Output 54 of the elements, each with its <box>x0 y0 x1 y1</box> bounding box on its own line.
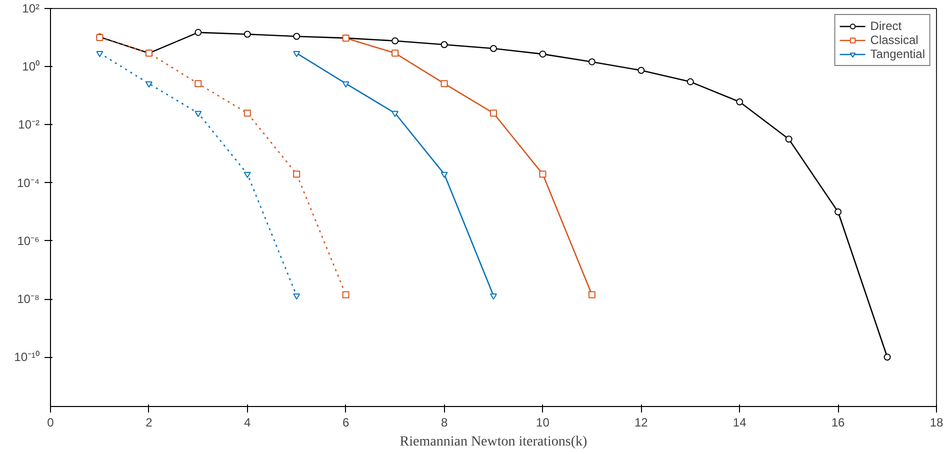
point <box>440 80 448 88</box>
point <box>392 50 399 57</box>
point <box>392 37 399 44</box>
legend-label: Classical <box>870 33 918 47</box>
point <box>244 30 251 38</box>
point <box>293 32 300 40</box>
point <box>440 172 448 178</box>
x-tick-label: 18 <box>930 416 944 430</box>
x-tick-label: 6 <box>342 416 350 430</box>
legend-label: Direct <box>870 19 902 33</box>
point <box>539 50 546 58</box>
point <box>342 291 350 298</box>
point <box>194 28 202 36</box>
x-tick-label: 14 <box>732 416 747 430</box>
x-tick-label: 8 <box>440 416 448 430</box>
point <box>293 170 300 178</box>
legend-label: Tangential <box>870 47 925 61</box>
point <box>490 45 497 52</box>
x-tick-label: 10 <box>536 416 550 430</box>
x-tick-label: 0 <box>47 416 54 430</box>
point <box>440 41 448 48</box>
point <box>638 66 645 74</box>
point <box>588 58 596 66</box>
point <box>834 208 842 216</box>
point <box>686 78 694 86</box>
point <box>539 170 546 178</box>
x-tick-label: 2 <box>146 416 153 430</box>
y-tick-label: 10⁰ <box>22 60 40 74</box>
y-tick-label: 10² <box>22 2 40 16</box>
point <box>588 291 596 298</box>
y-tick-label: 10⁻⁴ <box>16 176 40 190</box>
x-tick-label: 16 <box>831 416 846 430</box>
point <box>785 136 792 143</box>
point <box>194 110 202 118</box>
y-tick-label: 10⁻⁸ <box>17 292 40 306</box>
y-tick-label: 10⁻¹⁰ <box>14 350 40 364</box>
point <box>293 293 300 300</box>
y-tick-label: 10⁻² <box>18 118 40 132</box>
point <box>145 81 152 88</box>
x-tick-label: 4 <box>244 416 252 430</box>
point <box>244 110 251 117</box>
point <box>96 50 104 58</box>
point <box>342 81 350 88</box>
x-tick-label: 12 <box>634 416 648 430</box>
x-axis-title: Riemannian Newton iterations(k) <box>400 434 588 450</box>
point <box>736 98 744 106</box>
point <box>194 80 202 88</box>
y-tick-label: 10⁻⁶ <box>17 234 40 248</box>
point <box>884 354 891 361</box>
point <box>490 293 497 300</box>
point <box>293 50 300 58</box>
point <box>490 110 497 117</box>
point <box>392 110 399 118</box>
point <box>244 172 251 178</box>
